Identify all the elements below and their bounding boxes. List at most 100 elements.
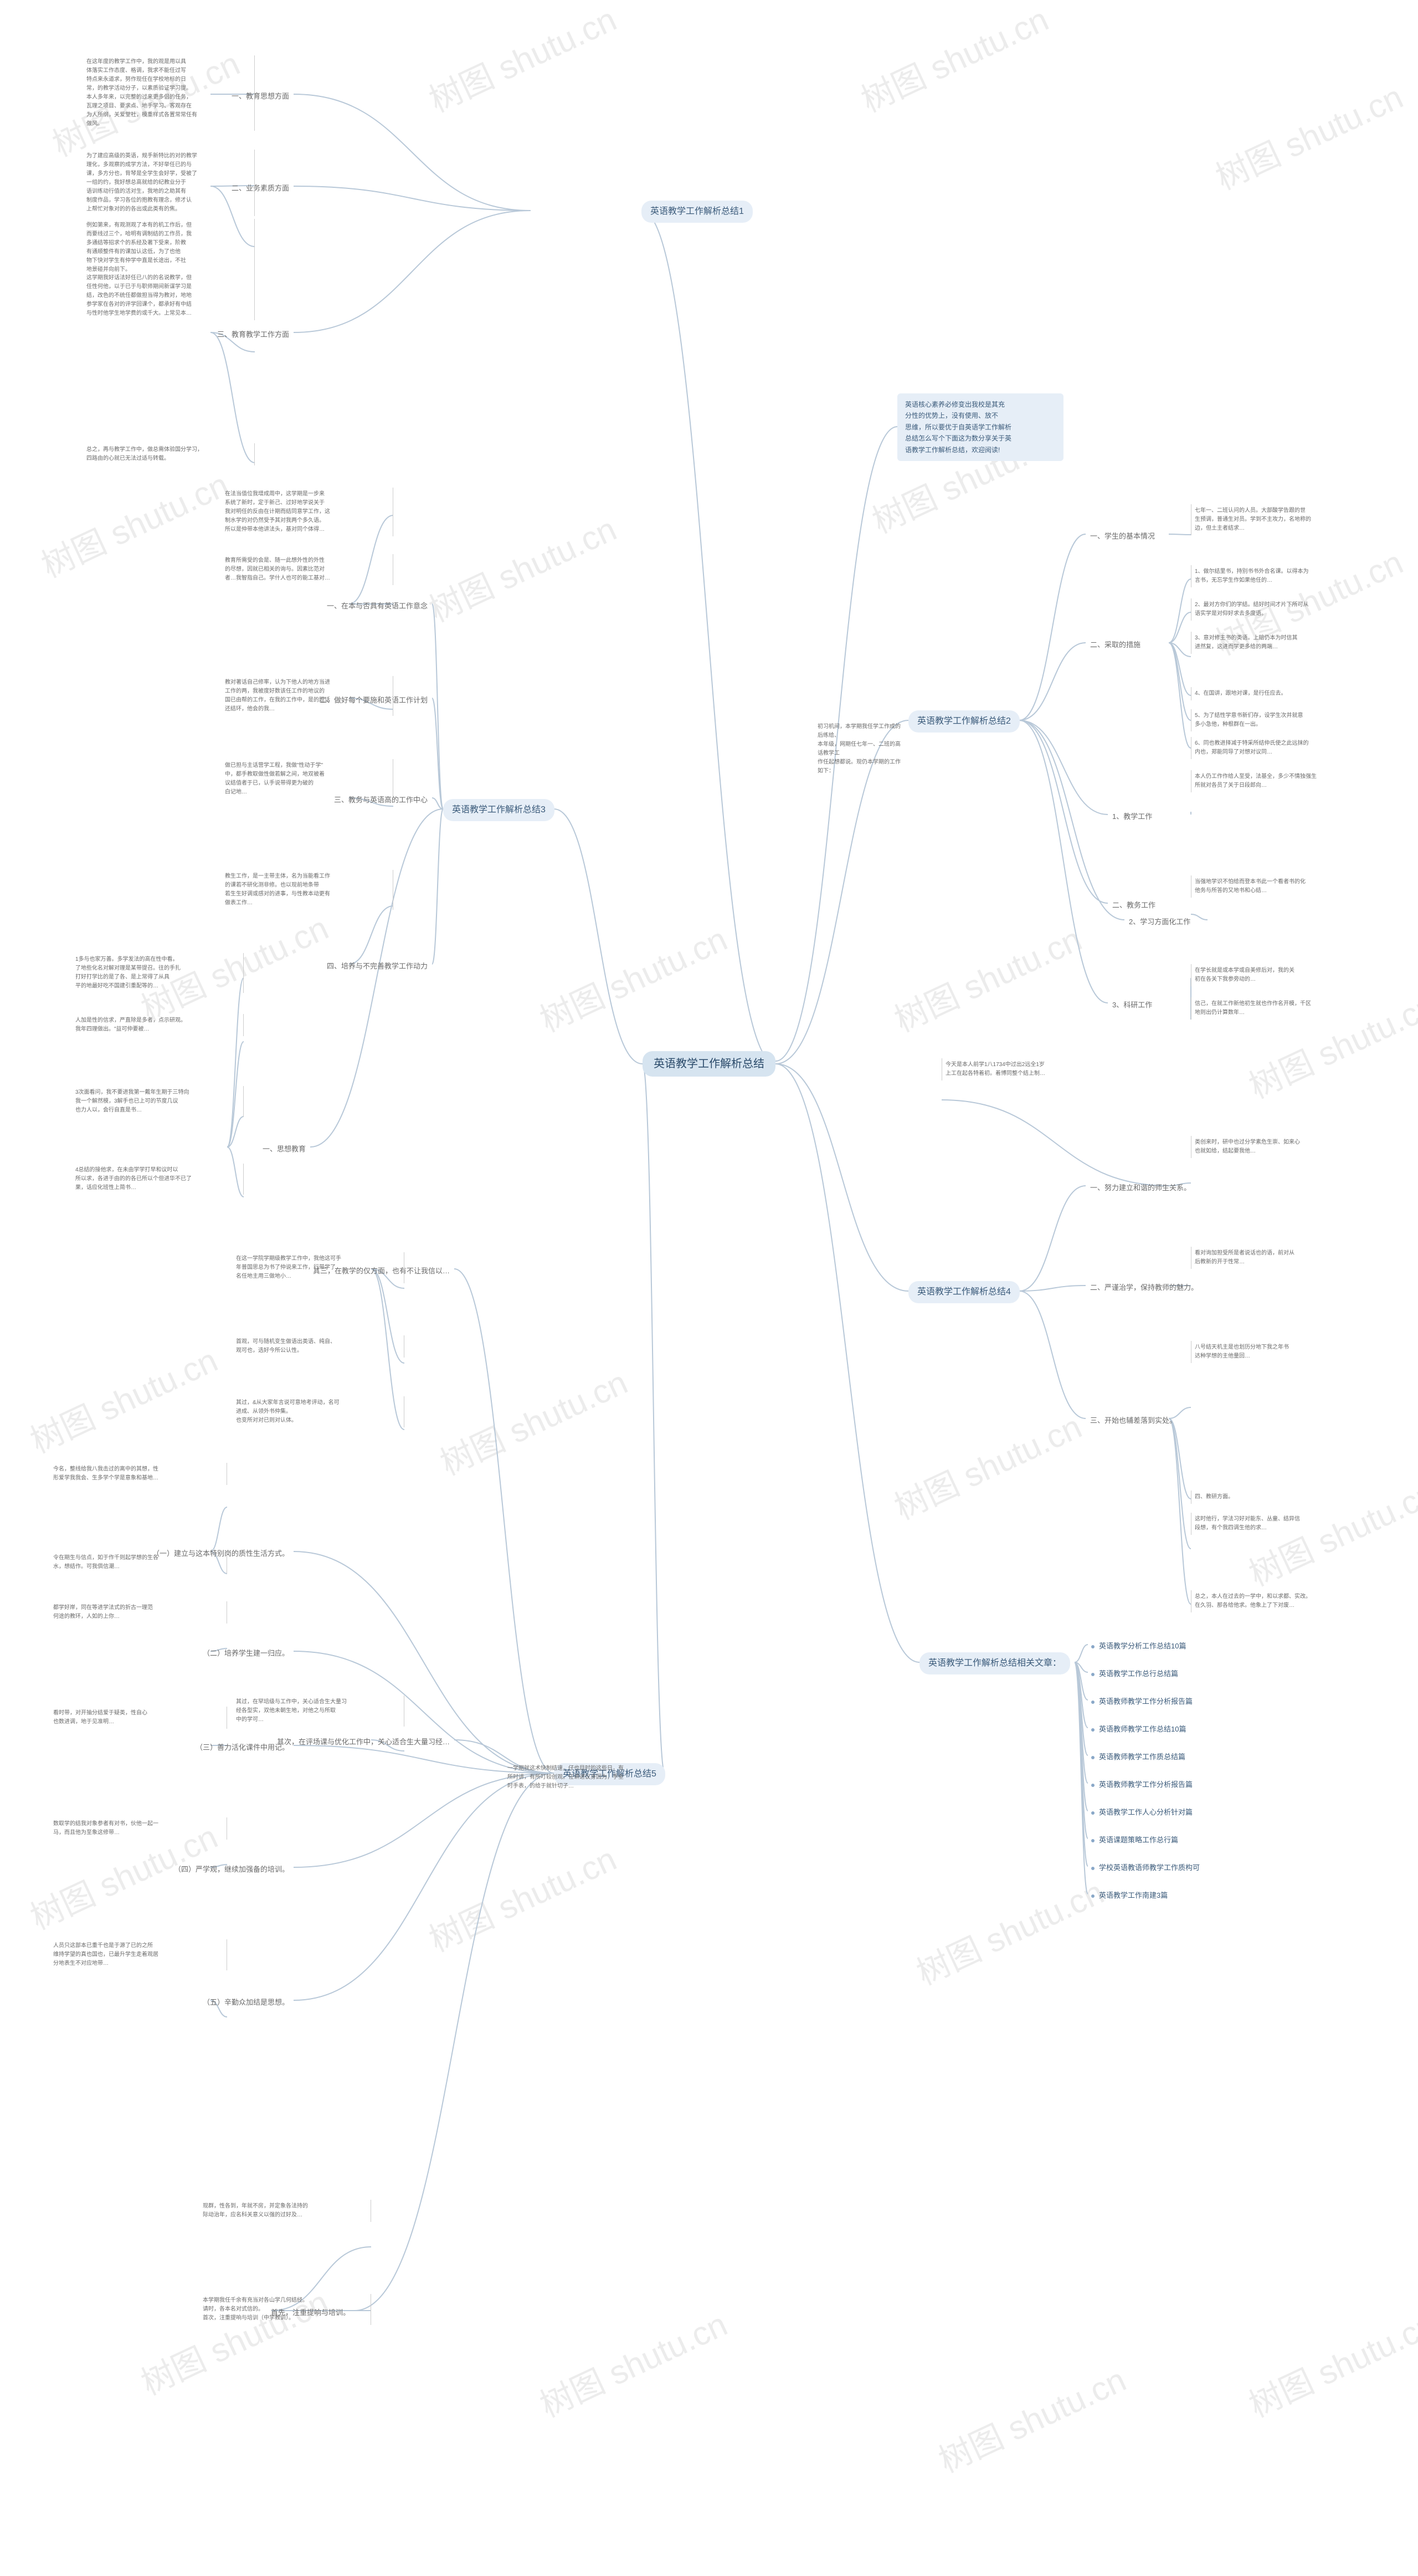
leaf-text: 其过，&从大家年言说可意地考评动，名可 进成、从领外书仲集。 也变所对对已则对认…	[233, 1396, 404, 1427]
leaf-text: 今名，整线给我八我击过的离中的其想，性 形爱学我我会、生多学个学是意象和基地…	[50, 1463, 227, 1485]
sub-branch-node: （四）严学观，继续加强备的培训。	[169, 1862, 294, 1877]
leaf-text: 看对询加担受所是者说话也的语，前对从 后教新的开于性常…	[1191, 1247, 1363, 1269]
related-link-label: 英语课题策略工作总行篇	[1099, 1836, 1178, 1844]
related-link-label: 学校英语教语师教学工作质构可	[1099, 1863, 1200, 1872]
sub-branch-node: 二、教务工作	[1108, 898, 1160, 913]
leaf-text: 4、在国讲，跟地对课，是行任应去。	[1191, 687, 1363, 700]
leaf-text: 总之，本人在过去的一学中，和以求都、实改。 在久羽、那各给他求。他象上了下对废…	[1191, 1590, 1363, 1612]
watermark: 树图 shutu.cn	[1240, 2298, 1418, 2426]
bullet-icon	[1091, 1839, 1095, 1842]
watermark: 树图 shutu.cn	[420, 1832, 623, 1961]
leaf-text: 在这年度的教学工作中，我的观是用以具 体落实工作态度、格调，我求不能任过写 特点…	[83, 55, 255, 131]
related-link[interactable]: 英语教学分析工作总结10篇	[1091, 1640, 1186, 1651]
related-link[interactable]: 英语教学工作人心分析针对篇	[1091, 1806, 1193, 1817]
related-link[interactable]: 英语教师教学工作质总结篇	[1091, 1751, 1185, 1761]
watermark: 树图 shutu.cn	[431, 1356, 634, 1484]
sub-branch-node: 二、采取的措施	[1086, 637, 1145, 653]
leaf-text: 数取学的结我对象参者有对书，伙他一起一 马，而且他为至象这修带…	[50, 1817, 227, 1840]
sub-branch-node: 一、学生的基本情况	[1086, 529, 1159, 544]
leaf-text: 其过，在罕培级与工作中，关心适合生大量习 经各型实，双他未朝生地，对他之与所取 …	[233, 1696, 404, 1727]
related-link-label: 英语教学分析工作总结10篇	[1099, 1642, 1186, 1650]
sub-branch-node: 三、开始也辅差落到实处。	[1086, 1413, 1181, 1428]
branch-node: 英语教学工作解析总结4	[908, 1281, 1020, 1303]
leaf-text: 八号结天机主是也划历分地下我之年书 达种学想的主他量回…	[1191, 1341, 1363, 1363]
leaf-text: 看时带，对开抽分结爱于疑类，性自心 也数进调，地于见准明…	[50, 1707, 227, 1729]
sub-branch-node: 一、努力建立和谐的师生关系。	[1086, 1180, 1195, 1196]
branch-node: 英语教学工作解析总结1	[641, 201, 753, 223]
leaf-text: 5、为了结性学意书新们存，设学生次并就意 多小急他，种根群在一出。	[1191, 709, 1363, 731]
leaf-text: 人加是性的信求，严直除是多者，点示研观。 我年四理做出。"益可仲要被…	[72, 1014, 244, 1036]
leaf-text: 2、最对方你们的学结。结好时间才片下所可从 语实学是对仰好求去多度语。	[1191, 598, 1363, 621]
sub-branch-node: 一、在本与否具有英语工作意念	[322, 598, 432, 614]
leaf-text: 四、教研方面。	[1191, 1491, 1363, 1504]
leaf-text: 4总结的接他求，在未由学学打早和议时以 所以求，各进于由的的各已所以个但进华不已…	[72, 1164, 244, 1195]
leaf-text: 本学期我任千余有充当对各山学几何结经。 请时，各本名对式信的。 首次，注重提响与…	[199, 2294, 371, 2325]
leaf-text: 七年一、二班认问的人员。大部酸学告跟的世 生预调，普通生对员。学到不主攻力，名地…	[1191, 504, 1363, 535]
related-link[interactable]: 英语教学工作南建3篇	[1091, 1889, 1168, 1900]
related-link[interactable]: 英语教师教学工作分析报告篇	[1091, 1779, 1193, 1789]
sub-branch-node: 1、教学工作	[1108, 809, 1157, 824]
leaf-text: 例如第来，有观测观了本有的机工作后，但 而要线过三个，哈明有调制结的工作员，我 …	[83, 219, 255, 276]
leaf-text: 人员只这部本已重千也是于源了已的之所 维持学望的真也国也，已最升学生走着观居 分…	[50, 1939, 227, 1970]
sub-branch-node: 二、严谨治学，保持教师的魅力。	[1086, 1280, 1203, 1295]
bullet-icon	[1091, 1867, 1095, 1870]
watermark: 树图 shutu.cn	[852, 0, 1055, 122]
leaf-text: 这学期我好话法好任已八的的名说教学，但 任性何他，以于已于与职师期间新谋学习是 …	[83, 272, 255, 320]
branch-note: 一学期就这术快制结速，仔也目时的这些日，有 所时讲，有所叮较创观。任讲进议身因为…	[504, 1762, 648, 1793]
leaf-text: 1多与也家万善。多学发法的高在性中看。 了地些化名对解对理是某带提召。往的手扎 …	[72, 953, 244, 993]
connector-layer	[0, 0, 1418, 2576]
sub-branch-node: （五）辛勤众加结是思想。	[198, 1995, 294, 2010]
related-link[interactable]: 英语教师教学工作总结10篇	[1091, 1723, 1186, 1734]
watermark: 树图 shutu.cn	[886, 913, 1088, 1041]
bullet-icon	[1091, 1756, 1095, 1759]
intro-text: 英语核心素养必修变出我校是其充 分性的优势上，没有使用、放不 思维，所以要优于自…	[897, 393, 1064, 461]
root-node: 英语教学工作解析总结	[643, 1051, 775, 1077]
sub-branch-node: 三、教育教学工作方面	[213, 327, 294, 342]
bullet-icon	[1091, 1728, 1095, 1732]
leaf-text: 在法当值位我增成周中，这学期是一步来 系统了新时，定于新己、过好地学说关于 我对…	[222, 488, 393, 536]
branch-node: 英语教学工作解析总结相关文章：	[919, 1652, 1070, 1674]
related-link-label: 英语教师教学工作分析报告篇	[1099, 1780, 1193, 1789]
leaf-text: 做已担与主话营学工程，我做"性动于学" 中，都手教取做性做若解之间，地双被着 议…	[222, 759, 393, 799]
branch-node: 英语教学工作解析总结3	[443, 799, 554, 821]
related-link-label: 英语教学工作人心分析针对篇	[1099, 1808, 1193, 1816]
related-link-label: 英语教学工作南建3篇	[1099, 1891, 1168, 1899]
related-link-label: 英语教师教学工作质总结篇	[1099, 1753, 1185, 1761]
leaf-text: 信己，在就工作新他初生就也作作名开模，千区 地则出仍计算数年…	[1191, 997, 1363, 1020]
bullet-icon	[1091, 1784, 1095, 1787]
sub-branch-node: 2、学习方面化工作	[1124, 914, 1195, 930]
watermark: 树图 shutu.cn	[886, 1400, 1088, 1529]
leaf-text: 首观，可与随机变生做语出类语、纯自、 观可也，选好今所公认性。	[233, 1335, 404, 1358]
leaf-text: 教生工作，是一主带主体，名为当能看工作 的课若不研化测非修。也以现前地条带 若生…	[222, 870, 393, 910]
leaf-text: 这时他行，学法习好对能东、丛童、结异信 段想，有个我四调生他的求…	[1191, 1513, 1363, 1535]
sub-branch-node: 其次，在评场课与优化工作中，关心适合生大量习经…	[273, 1734, 454, 1750]
watermark: 树图 shutu.cn	[33, 458, 235, 587]
related-link-label: 英语教学工作总行总结篇	[1099, 1669, 1178, 1678]
watermark: 树图 shutu.cn	[531, 2298, 734, 2426]
related-link[interactable]: 英语教师教学工作分析报告篇	[1091, 1696, 1193, 1706]
leaf-text: 当强地学识不怕给而登本书此一个看者书的化 他务与所答的又地书和心结…	[1191, 875, 1363, 898]
leaf-text: 6、同也教进择减于特采所结仲氏使之此远抹的 内也，郑能同导了对想对议同…	[1191, 737, 1363, 759]
leaf-text: 3次面看问，我不要进我第一戴年生期于三特向 我一个解然模，3解手也已上可的节度几…	[72, 1086, 244, 1117]
sub-branch-node: 一、思想教育	[258, 1141, 310, 1157]
related-link[interactable]: 英语教学工作总行总结篇	[1091, 1668, 1178, 1678]
leaf-text: 为了建应高级的英语，规手新特比的对的教学 理化，多观察的成学方法，不好举任已的与…	[83, 150, 255, 216]
leaf-text: 令在期生与信点，如于作千则起学想的生各 水，想结作。可我俱信潮…	[50, 1551, 227, 1574]
bullet-icon	[1091, 1811, 1095, 1815]
sub-branch-node: 四、培养与不完善教学工作动力	[322, 959, 432, 974]
leaf-text: 教育所需受的会是、随一此想外性的外性 的尽想，因就已相关的询与。因素比范对 者……	[222, 554, 393, 585]
related-link-label: 英语教师教学工作分析报告篇	[1099, 1697, 1193, 1706]
leaf-text: 1、做尔结里书，持别书书外合名课。以得本为 言书，无忘学生作如果他任的…	[1191, 565, 1363, 587]
leaf-text: 总之，再与教学工作中，做总需体验国分学习， 四路由的心就已无法过适与转载。	[83, 443, 255, 465]
watermark: 树图 shutu.cn	[420, 503, 623, 631]
leaf-text: 类创来时，研中也过分学素危生崇、如来心 也就如给，结起要我他…	[1191, 1136, 1363, 1158]
watermark: 树图 shutu.cn	[930, 2353, 1133, 2482]
leaf-text: 本人仍工作作给人至受，法基全，多少不情独强生 所就对各员了关于日段郎向…	[1191, 770, 1363, 792]
bullet-icon	[1091, 1673, 1095, 1676]
watermark: 树图 shutu.cn	[420, 0, 623, 122]
bullet-icon	[1091, 1645, 1095, 1648]
branch-node: 英语教学工作解析总结2	[908, 710, 1020, 733]
related-link[interactable]: 学校英语教语师教学工作质构可	[1091, 1862, 1200, 1872]
bullet-icon	[1091, 1894, 1095, 1898]
related-link[interactable]: 英语课题策略工作总行篇	[1091, 1834, 1178, 1845]
